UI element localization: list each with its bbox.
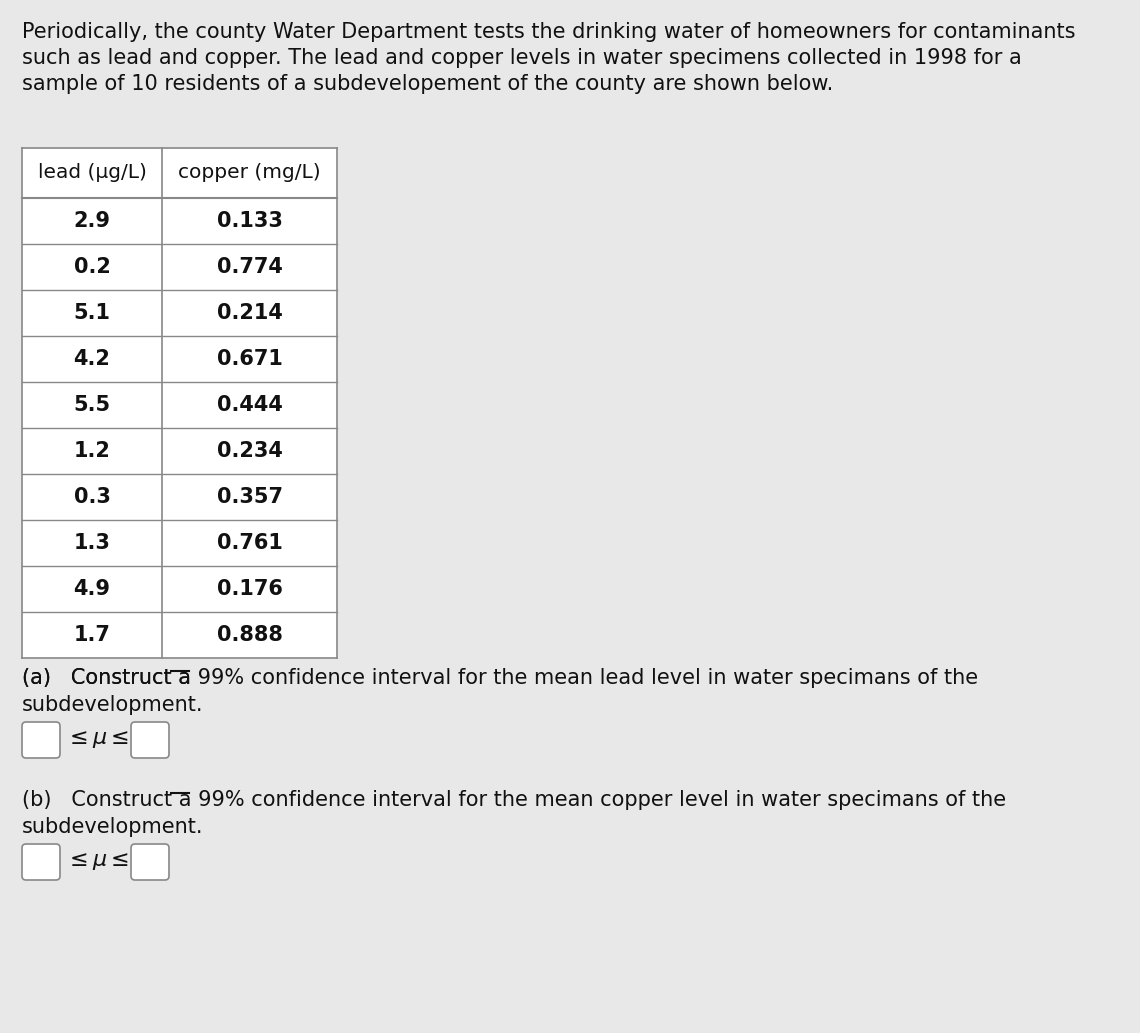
- Text: 2.9: 2.9: [73, 211, 111, 231]
- Text: 0.357: 0.357: [217, 487, 283, 507]
- Bar: [22, 148, 337, 658]
- Text: subdevelopment.: subdevelopment.: [22, 695, 204, 715]
- Text: (a)   Construct a: (a) Construct a: [22, 668, 197, 688]
- Text: 4.2: 4.2: [74, 349, 111, 369]
- Text: sample of 10 residents of a subdevelopement of the county are shown below.: sample of 10 residents of a subdevelopem…: [22, 74, 833, 94]
- Text: 0.133: 0.133: [217, 211, 283, 231]
- Text: 1.3: 1.3: [74, 533, 111, 553]
- Text: (a)   Construct a ​99% confidence interval for the mean lead level in water spec: (a) Construct a ​99% confidence interval…: [22, 668, 978, 688]
- Text: 1.7: 1.7: [74, 625, 111, 645]
- Text: Periodically, the county Water Department tests the drinking water of homeowners: Periodically, the county Water Departmen…: [22, 22, 1075, 42]
- Text: (b)   Construct a ​99% confidence interval for the mean copper level in water sp: (b) Construct a ​99% confidence interval…: [22, 790, 1007, 810]
- Text: 0.176: 0.176: [217, 580, 283, 599]
- Text: $\leq \mu \leq$: $\leq \mu \leq$: [65, 851, 129, 873]
- Text: 0.3: 0.3: [74, 487, 111, 507]
- Text: 0.671: 0.671: [217, 349, 283, 369]
- Text: $\leq \mu \leq$: $\leq \mu \leq$: [65, 729, 129, 751]
- Text: 0.444: 0.444: [217, 395, 283, 415]
- Text: 0.888: 0.888: [217, 625, 283, 645]
- Text: 1.2: 1.2: [74, 441, 111, 461]
- Text: subdevelopment.: subdevelopment.: [22, 817, 204, 837]
- Text: 0.774: 0.774: [217, 257, 283, 277]
- Text: 0.214: 0.214: [217, 303, 283, 323]
- FancyBboxPatch shape: [22, 844, 60, 880]
- FancyBboxPatch shape: [131, 844, 169, 880]
- Text: 0.761: 0.761: [217, 533, 283, 553]
- Text: lead (μg/L): lead (μg/L): [38, 163, 146, 183]
- FancyBboxPatch shape: [22, 722, 60, 758]
- Text: 5.1: 5.1: [73, 303, 111, 323]
- Text: 0.2: 0.2: [74, 257, 111, 277]
- FancyBboxPatch shape: [131, 722, 169, 758]
- Text: 5.5: 5.5: [73, 395, 111, 415]
- Text: such as lead and copper. The lead and copper levels in water specimens collected: such as lead and copper. The lead and co…: [22, 48, 1021, 68]
- Text: copper (mg/L): copper (mg/L): [178, 163, 320, 183]
- Text: 0.234: 0.234: [217, 441, 283, 461]
- Text: 4.9: 4.9: [73, 580, 111, 599]
